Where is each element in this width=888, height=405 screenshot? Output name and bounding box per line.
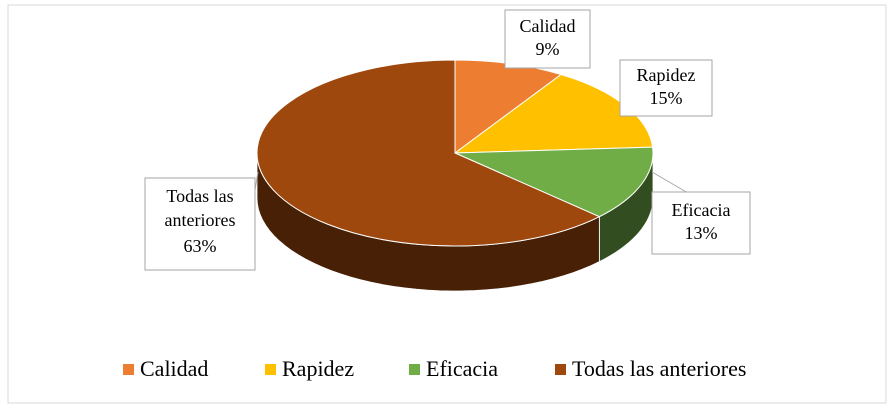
- legend-swatch: [265, 364, 276, 375]
- data-label-category: Calidad: [520, 16, 576, 36]
- legend-label: Calidad: [140, 356, 208, 381]
- data-label-line: Todas las: [166, 186, 233, 206]
- data-label-box: [504, 9, 591, 69]
- data-label-category: Eficacia: [672, 200, 731, 220]
- legend-label: Todas las anteriores: [572, 356, 746, 381]
- data-label-value: 63%: [184, 236, 217, 256]
- legend-swatch: [409, 364, 420, 375]
- data-label-category: Todas las anteriores: [165, 186, 236, 230]
- data-label-value: 15%: [650, 88, 683, 108]
- data-label-box: [651, 191, 751, 255]
- data-label-value: 9%: [536, 39, 560, 59]
- data-label-value: 13%: [685, 223, 718, 243]
- data-label-box: [619, 59, 713, 117]
- legend-swatch: [555, 364, 566, 375]
- data-label-box: [144, 177, 256, 271]
- data-label-line: anteriores: [165, 210, 236, 230]
- legend-label: Rapidez: [282, 356, 354, 381]
- data-label-category: Rapidez: [637, 65, 696, 85]
- legend-swatch: [123, 364, 134, 375]
- slice: [256, 59, 601, 247]
- slice: [454, 146, 654, 218]
- legend-label: Eficacia: [426, 356, 498, 381]
